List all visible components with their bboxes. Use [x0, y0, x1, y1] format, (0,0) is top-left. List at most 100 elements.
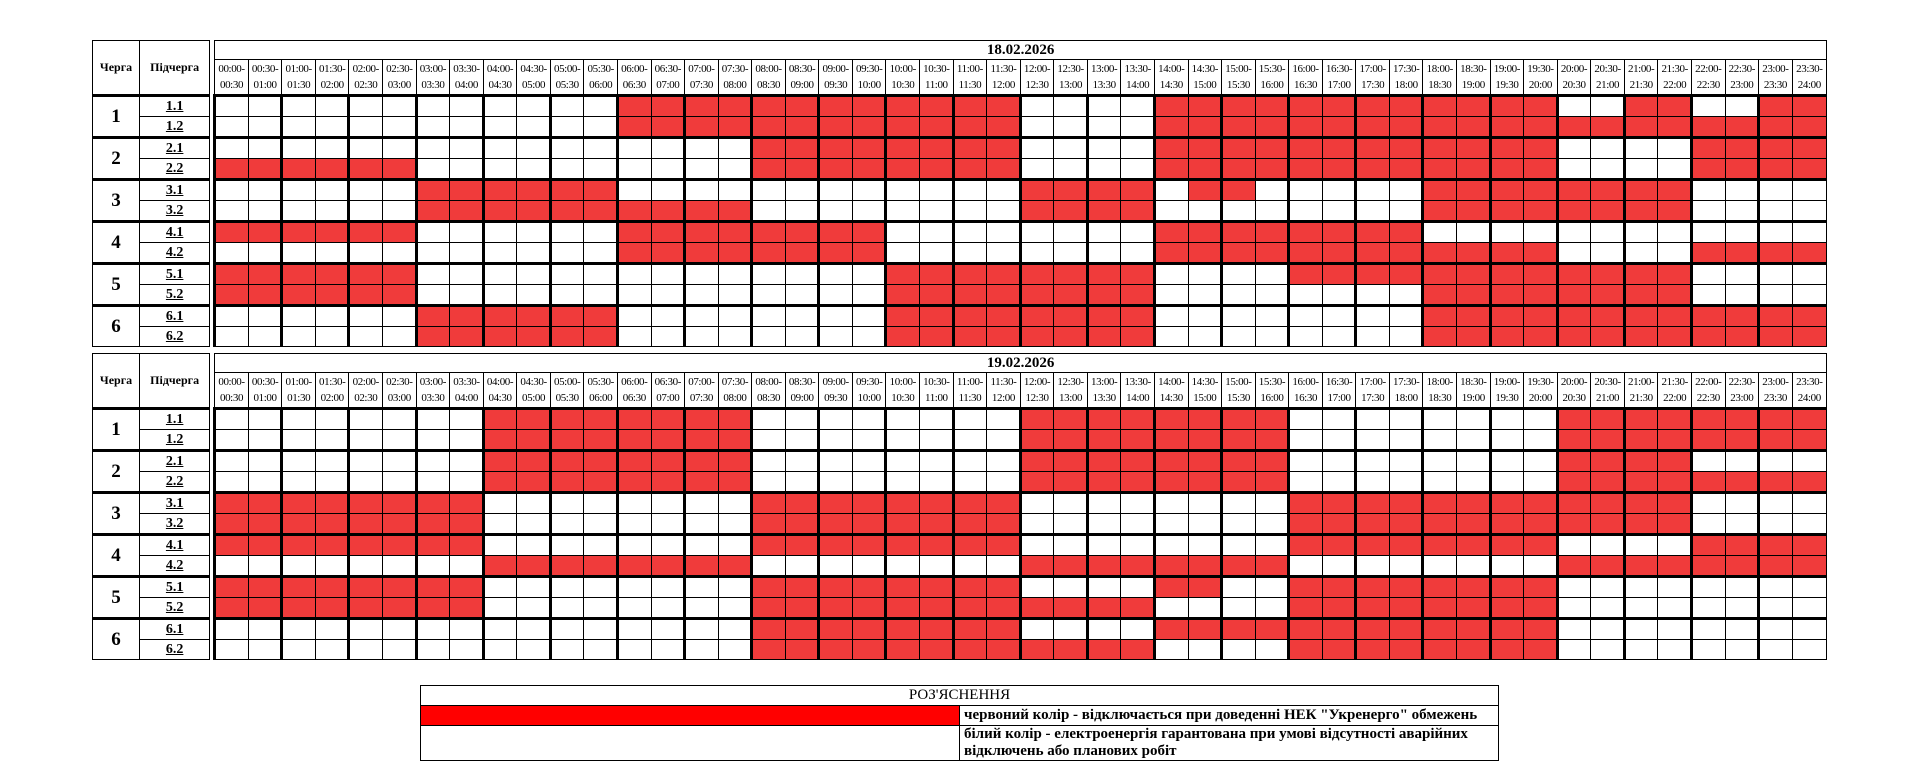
slot-cell: [1220, 178, 1256, 201]
slot-cell: [1388, 639, 1424, 660]
slot-cell: [583, 136, 618, 159]
slot-cell: [1555, 597, 1592, 619]
time-slot-start: 03:00-: [419, 376, 447, 388]
slot-cell: [1421, 178, 1458, 201]
slot-cell: [784, 449, 820, 472]
slot-cell: [516, 94, 551, 117]
time-slot-start: 05:30-: [587, 376, 615, 388]
slot-cell: [1254, 429, 1290, 451]
slot-cell: [516, 178, 551, 201]
slot-cell: [314, 136, 350, 159]
slot-cell: [414, 575, 451, 598]
slot-cell: [1590, 471, 1625, 493]
slot-cell: [1254, 158, 1290, 180]
slot-cell: [1153, 407, 1189, 430]
slot-cell: [213, 284, 249, 306]
time-slot-end: 04:00: [454, 392, 478, 404]
slot-cell: [548, 617, 585, 640]
slot-cell: [583, 304, 618, 327]
slot-cell: [1018, 429, 1055, 451]
slot-cell: [1488, 158, 1525, 180]
slot-cell: [1622, 220, 1659, 243]
time-slot-end: 03:00: [387, 392, 411, 404]
slot-cell: [1153, 597, 1189, 619]
slot-cell: [1220, 116, 1256, 138]
slot-cell: [650, 639, 686, 660]
slot-cell: [1053, 597, 1088, 619]
slot-cell: [986, 449, 1021, 472]
slot-cell: [1657, 220, 1692, 243]
slot-cell: [1187, 429, 1223, 451]
time-slot-header: 06:30- 07:00: [650, 59, 686, 96]
slot-cell: [851, 555, 887, 577]
time-slot-header: 02:00- 02:30: [348, 372, 384, 409]
time-slot-end: 23:30: [1763, 79, 1787, 91]
legend-white-text: білий колір - електроенергія гарантована…: [959, 725, 1499, 761]
slot-cell: [1220, 429, 1256, 451]
slot-cell: [548, 429, 585, 451]
slot-cell: [1354, 262, 1390, 285]
slot-cell: [1053, 407, 1088, 430]
slot-cell: [247, 429, 283, 451]
slot-cell: [1120, 304, 1155, 327]
slot-cell: [683, 242, 719, 264]
slot-cell: [583, 407, 618, 430]
slot-cell: [516, 304, 551, 327]
slot-cell: [1690, 326, 1726, 347]
slot-cell: [1555, 284, 1592, 306]
legend-white-swatch: [420, 725, 960, 761]
slot-cell: [583, 326, 618, 347]
slot-cell: [1053, 639, 1088, 660]
slot-cell: [414, 597, 451, 619]
slot-cell: [1018, 533, 1055, 556]
slot-cell: [280, 284, 316, 306]
slot-cell: [683, 220, 719, 243]
slot-cell: [516, 284, 551, 306]
slot-cell: [1018, 220, 1055, 243]
slot-cell: [884, 262, 921, 285]
slot-cell: [548, 639, 585, 660]
slot-cell: [414, 158, 451, 180]
slot-cell: [280, 242, 316, 264]
queue-number: 3: [91, 178, 141, 222]
time-slot-header: 13:00- 13:30: [1086, 372, 1122, 409]
slot-cell: [650, 262, 686, 285]
slot-cell: [1187, 513, 1223, 535]
slot-cell: [1220, 200, 1256, 222]
slot-cell: [449, 639, 484, 660]
slot-cell: [548, 116, 585, 138]
time-slot-end: 09:00: [790, 392, 814, 404]
slot-cell: [314, 429, 350, 451]
slot-cell: [1488, 429, 1525, 451]
time-slot-header: 09:00- 09:30: [818, 59, 853, 96]
slot-cell: [650, 597, 686, 619]
slot-cell: [1488, 575, 1525, 598]
slot-cell: [1321, 491, 1357, 514]
time-slot-header: 20:30- 21:00: [1590, 372, 1625, 409]
slot-cell: [1657, 513, 1692, 535]
time-slot-start: 06:00-: [621, 63, 648, 75]
slot-cell: [1590, 449, 1625, 472]
slot-cell: [986, 178, 1021, 201]
slot-cell: [683, 116, 719, 138]
slot-cell: [583, 575, 618, 598]
slot-cell: [1456, 220, 1491, 243]
slot-cell: [650, 533, 686, 556]
slot-cell: [1622, 178, 1659, 201]
slot-cell: [717, 326, 753, 347]
time-slot-start: 23:00-: [1762, 376, 1789, 388]
slot-cell: [1053, 491, 1088, 514]
slot-cell: [1085, 304, 1122, 327]
time-slot-start: 16:00-: [1292, 376, 1319, 388]
slot-cell: [1354, 178, 1390, 201]
slot-cell: [1791, 178, 1828, 201]
slot-cell: [884, 639, 921, 660]
slot-cell: [213, 575, 249, 598]
slot-cell: [1456, 471, 1491, 493]
time-slot-header: 19:30- 20:00: [1523, 59, 1558, 96]
time-slot-start: 17:30-: [1393, 63, 1420, 75]
slot-cell: [616, 136, 652, 159]
slot-cell: [817, 326, 853, 347]
slot-cell: [1590, 158, 1625, 180]
slot-cell: [1153, 471, 1189, 493]
